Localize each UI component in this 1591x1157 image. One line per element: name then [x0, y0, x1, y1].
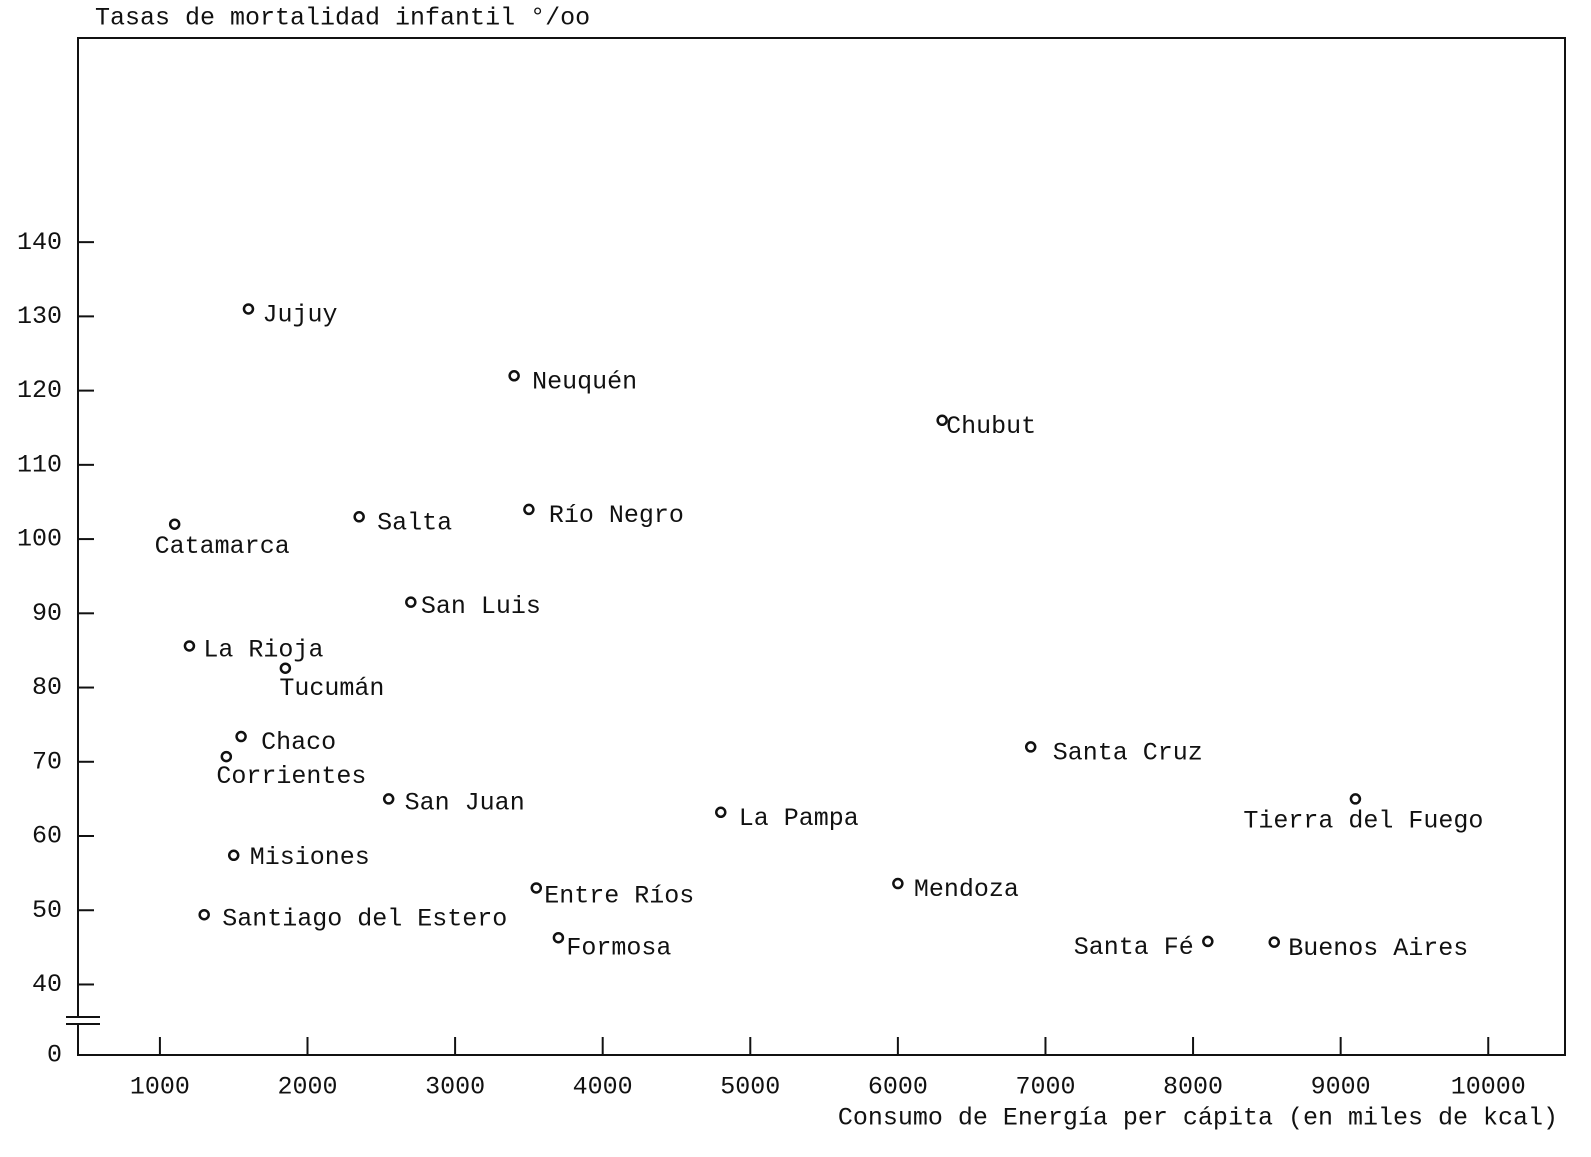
point	[242, 303, 255, 315]
point	[936, 414, 948, 427]
x-tick-label: 8000	[1163, 1073, 1223, 1102]
point-label: Buenos Aires	[1288, 934, 1468, 963]
point-label: Chubut	[946, 412, 1036, 441]
point-label: Tucumán	[279, 674, 384, 703]
x-tick-label: 6000	[868, 1073, 928, 1102]
y-tick-label: 140	[17, 228, 62, 257]
point-label: Mendoza	[914, 875, 1019, 904]
point-label: San Juan	[405, 789, 525, 818]
point	[198, 908, 210, 921]
point-label: Chaco	[261, 728, 336, 757]
point	[227, 849, 240, 862]
point	[220, 750, 233, 763]
point-label: Tierra del Fuego	[1243, 807, 1483, 836]
y-tick-label: 120	[17, 376, 62, 405]
x-tick-label: 10000	[1451, 1073, 1526, 1102]
point-label: Santa Fé	[1074, 933, 1194, 962]
point	[892, 877, 904, 890]
y-tick-label: 40	[32, 970, 62, 999]
point-label: Corrientes	[216, 762, 366, 791]
y-tick-label: 90	[32, 599, 62, 628]
point-label: Neuquén	[532, 367, 637, 396]
point	[1349, 793, 1362, 805]
point	[1268, 936, 1280, 948]
point	[382, 793, 395, 805]
x-axis-title: Consumo de Energía per cápita (en miles …	[838, 1104, 1558, 1133]
x-tick-label: 4000	[573, 1073, 633, 1102]
point-label: Santiago del Estero	[222, 904, 507, 933]
point	[1024, 741, 1037, 753]
point	[715, 806, 727, 819]
point-label: Entre Ríos	[544, 882, 694, 911]
point	[353, 511, 365, 523]
point	[168, 518, 181, 530]
point	[235, 730, 247, 743]
point	[183, 640, 196, 652]
x-tick-label: 7000	[1015, 1073, 1075, 1102]
point-label: Catamarca	[155, 532, 290, 561]
y-tick-label: 60	[32, 822, 62, 851]
point-label: Formosa	[566, 933, 671, 962]
x-tick-label: 9000	[1311, 1073, 1371, 1102]
x-tick-label: 5000	[720, 1073, 780, 1102]
point-label: San Luis	[421, 592, 541, 621]
x-tick-label: 2000	[277, 1073, 337, 1102]
point	[530, 882, 543, 894]
point-label: La Pampa	[739, 804, 859, 833]
y-tick-label: 80	[32, 673, 62, 702]
y-tick-label: 0	[47, 1041, 62, 1070]
y-tick-label: 100	[17, 525, 62, 554]
plot-frame	[77, 37, 1566, 1056]
point-label: Jujuy	[262, 301, 337, 330]
point	[1202, 935, 1214, 948]
point-label: Misiones	[250, 843, 370, 872]
point-label: Río Negro	[549, 501, 684, 530]
point	[279, 662, 292, 674]
y-tick-label: 50	[32, 896, 62, 925]
y-tick-label: 70	[32, 747, 62, 776]
axis-break-gap	[74, 1018, 82, 1023]
point-label: La Rioja	[203, 636, 323, 665]
point	[552, 931, 565, 944]
x-tick-label: 3000	[425, 1073, 485, 1102]
y-axis-title: Tasas de mortalidad infantil °/oo	[95, 4, 590, 33]
y-tick-label: 130	[17, 302, 62, 331]
point	[508, 370, 520, 382]
point-label: Santa Cruz	[1053, 739, 1203, 768]
point	[523, 503, 535, 516]
x-tick-label: 1000	[130, 1073, 190, 1102]
point	[405, 596, 417, 608]
y-tick-label: 110	[17, 450, 62, 479]
point-label: Salta	[377, 508, 452, 537]
